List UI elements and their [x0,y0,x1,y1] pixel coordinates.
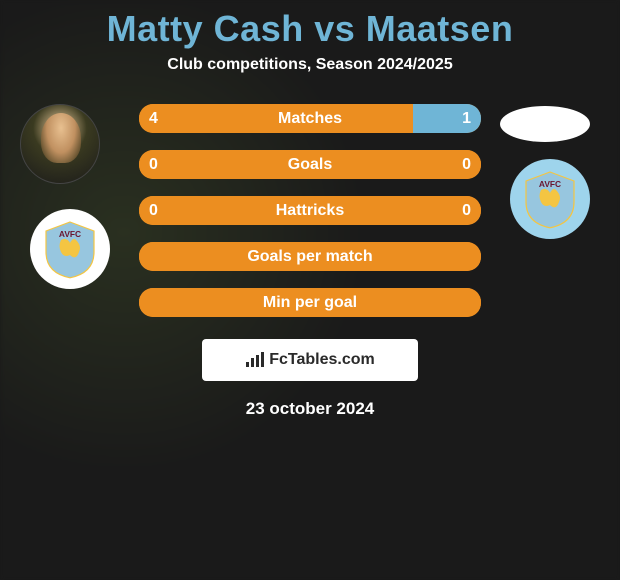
player-left-club-badge: AVFC [30,209,110,289]
shield-icon: AVFC [520,169,580,229]
chart-area: AVFC AVFC 41Matches 00Goals 00Hattricks Goa… [0,104,620,317]
bar-row: Goals per match [139,242,481,271]
bar-row: 00Goals [139,150,481,179]
brand-text: FcTables.com [269,351,375,369]
bar-label: Hattricks [139,202,481,220]
comparison-infographic: Matty Cash vs Maatsen Club competitions,… [0,0,620,580]
bar-label: Min per goal [139,294,481,312]
svg-text:AVFC: AVFC [539,179,561,189]
player-right-avatar [500,106,590,142]
bar-chart-icon [245,352,265,368]
brand-footer: FcTables.com [202,339,418,381]
player-left-avatar [20,104,100,184]
shield-icon: AVFC [40,219,100,279]
bar-row: 41Matches [139,104,481,133]
bar-label: Goals [139,156,481,174]
player-right-club-badge: AVFC [510,159,590,239]
comparison-bars: 41Matches 00Goals 00Hattricks Goals per mat… [139,104,481,317]
bar-row: Min per goal [139,288,481,317]
date-text: 23 october 2024 [246,399,375,419]
page-title: Matty Cash vs Maatsen [107,8,514,50]
bar-label: Matches [139,110,481,128]
bar-row: 00Hattricks [139,196,481,225]
svg-text:AVFC: AVFC [59,229,81,239]
bar-label: Goals per match [139,248,481,266]
page-subtitle: Club competitions, Season 2024/2025 [167,56,452,74]
